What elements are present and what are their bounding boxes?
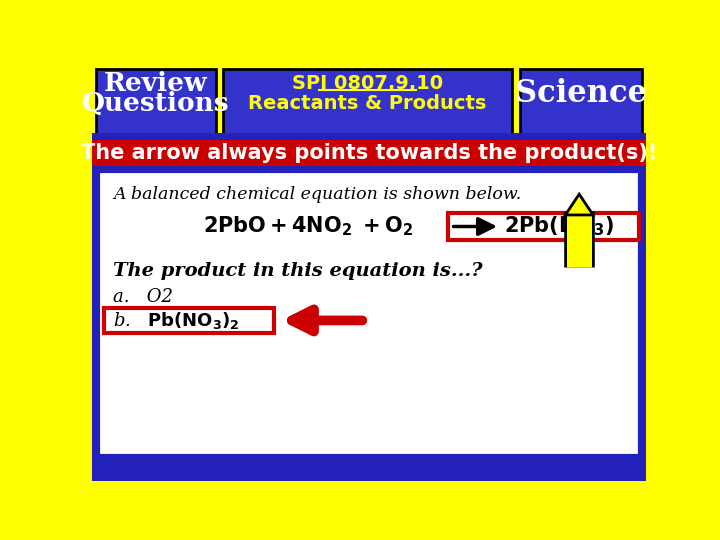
Bar [92,166,647,481]
Bar [92,456,647,481]
Text: Reactants & Products: Reactants & Products [248,94,487,113]
Polygon shape [565,194,593,215]
Text: $\mathbf{2PbO + 4NO_2 \ + O_2}$: $\mathbf{2PbO + 4NO_2 \ + O_2}$ [204,215,413,238]
Bar [92,140,647,166]
Bar [448,213,639,240]
Bar [223,69,512,134]
Text: Questions: Questions [82,91,230,116]
Text: A balanced chemical equation is shown below.: A balanced chemical equation is shown be… [113,186,521,202]
Text: a.   O2: a. O2 [113,288,174,306]
Bar [96,69,216,134]
Bar [92,132,647,142]
Text: The arrow always points towards the product(s)!: The arrow always points towards the prod… [81,143,657,163]
Text: b.   $\mathbf{Pb(NO_3)_2}$: b. $\mathbf{Pb(NO_3)_2}$ [113,310,240,331]
Text: $\mathbf{2Pb(NO_3)}$: $\mathbf{2Pb(NO_3)}$ [504,215,614,238]
Bar [98,171,640,456]
Text: Review: Review [104,71,207,96]
Text: SPI 0807.9.10: SPI 0807.9.10 [292,74,443,93]
Bar [104,308,274,333]
Text: Science: Science [515,78,647,109]
Bar [520,69,642,134]
Text: The product in this equation is...?: The product in this equation is...? [113,262,483,280]
